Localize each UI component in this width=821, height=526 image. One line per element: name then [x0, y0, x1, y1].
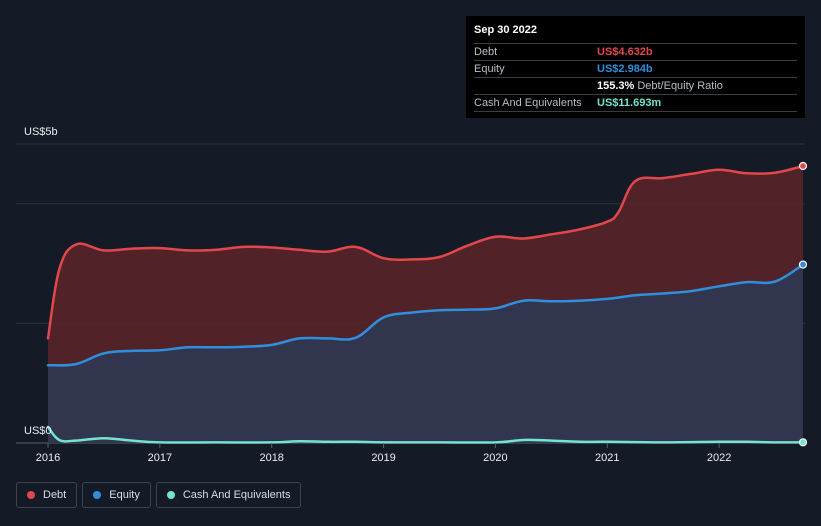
series-areas [48, 166, 803, 443]
x-tick-label: 2016 [36, 452, 60, 464]
x-tick-label: 2018 [259, 452, 283, 464]
tooltip-cash-value: US$11.693m [597, 97, 662, 109]
tooltip-date: Sep 30 2022 [474, 24, 537, 36]
legend-label-debt: Debt [43, 489, 67, 501]
x-axis-ticks: 2016 2017 2018 2019 2020 2021 2022 [36, 443, 731, 464]
tooltip-label: Equity [474, 63, 505, 75]
equity-area [48, 264, 803, 443]
end-markers [798, 161, 808, 447]
x-tick-label: 2017 [148, 452, 172, 464]
tooltip-row-debt: Debt US$4.632b [474, 43, 797, 60]
equity-dot-icon [93, 491, 102, 499]
cash-dot-icon [166, 491, 175, 499]
legend-label-cash: Cash And Equivalents [182, 489, 291, 501]
debt-line [46, 164, 805, 340]
tooltip-row-cash: Cash And Equivalents US$11.693m [474, 94, 797, 112]
y-axis-top-label: US$5b [24, 126, 58, 138]
debt-end-point[interactable] [798, 161, 808, 171]
tooltip-row-equity: Equity US$2.984b [474, 60, 797, 77]
tooltip-label: Cash And Equivalents [474, 97, 582, 109]
tooltip-row-ratio: 155.3% Debt/Equity Ratio [474, 77, 797, 94]
x-tick-label: 2020 [483, 452, 507, 464]
debt-dot-icon [27, 491, 35, 499]
x-tick-label: 2022 [707, 452, 731, 464]
legend-item-equity[interactable]: Equity [82, 482, 151, 508]
tooltip-ratio-value: 155.3% [597, 80, 635, 92]
cash-and-equivalents-end-point[interactable] [798, 438, 808, 447]
cash-and-equivalents-line [46, 425, 805, 444]
series-lines [46, 164, 805, 444]
tooltip-label: Debt [474, 46, 498, 58]
tooltip-equity-value: US$2.984b [597, 63, 653, 75]
x-tick-label: 2021 [595, 452, 619, 464]
tooltip-ratio-suffix: Debt/Equity Ratio [637, 80, 723, 92]
legend-label-equity: Equity [109, 489, 140, 501]
equity-end-point[interactable] [798, 260, 808, 269]
x-tick-label: 2019 [371, 452, 395, 464]
y-axis-bottom-label: US$0 [24, 425, 52, 437]
chart-legend: Debt Equity Cash And Equivalents [16, 482, 302, 508]
data-tooltip: Sep 30 2022 Debt US$4.632b Equity US$2.9… [466, 16, 805, 118]
legend-item-debt[interactable]: Debt [16, 482, 78, 508]
tooltip-debt-value: US$4.632b [597, 46, 653, 58]
equity-line [46, 263, 805, 367]
legend-item-cash[interactable]: Cash And Equivalents [155, 482, 302, 508]
